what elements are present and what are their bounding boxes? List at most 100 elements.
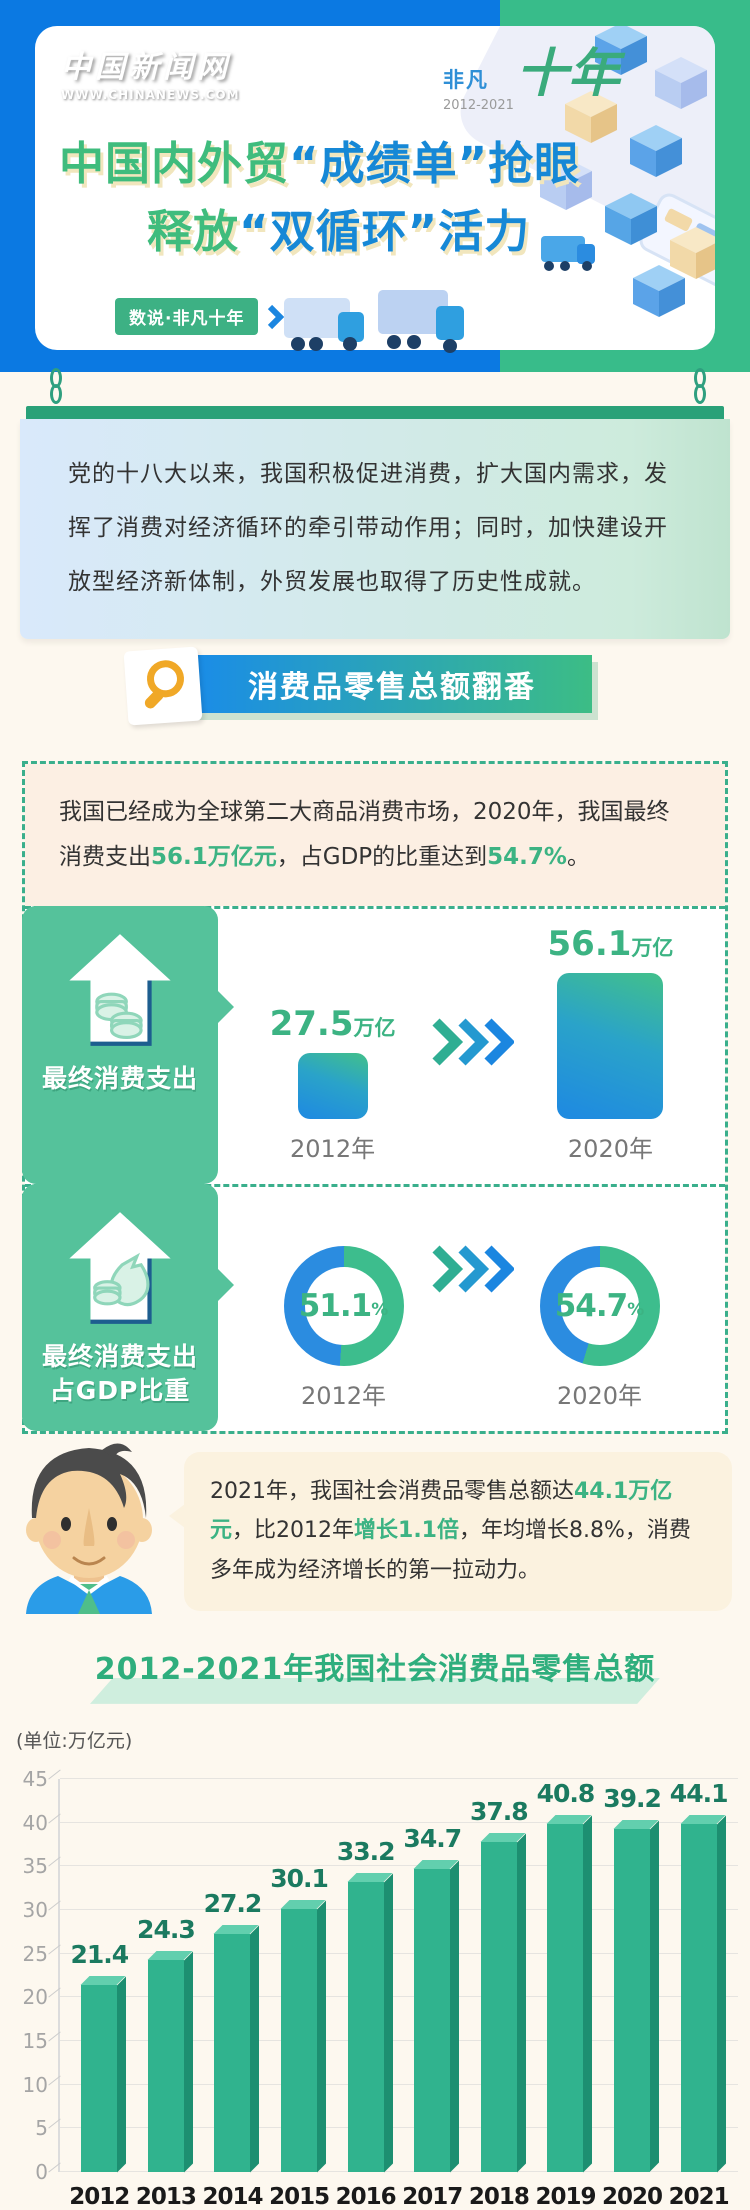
grid-line (60, 2083, 738, 2085)
expert-quote-section: 2021年，我国社会消费品零售总额达44.1万亿元，比2012年增长1.1倍，年… (10, 1438, 736, 1614)
chain-icon (694, 368, 708, 410)
bar-value-label: 37.8 (470, 1796, 529, 1826)
axis-tick (48, 1769, 61, 1780)
bar-column: 33.2 2016 (336, 1779, 397, 2210)
x-axis-label: 2014 (202, 2183, 263, 2210)
x-axis-label: 2019 (535, 2183, 596, 2210)
bar-column: 39.2 2020 (602, 1779, 663, 2209)
y-axis-label: 25 (22, 1941, 48, 1966)
bar (281, 1908, 318, 2172)
lead-highlight-spending: 56.1万亿元 (151, 843, 277, 870)
bar-column: 27.2 2014 (202, 1779, 263, 2210)
decade-label-shinian: 十年 (515, 43, 620, 104)
grid-line (60, 2039, 738, 2041)
bar-value-label: 39.2 (603, 1784, 662, 1814)
bar-column: 30.1 2015 (269, 1779, 330, 2210)
bar-column: 21.4 2012 (69, 1779, 130, 2210)
stat-label-gdp: 最终消费支出 占GDP比重 (41, 1341, 198, 1405)
stat-2020-spending: 56.1万亿 2020年 (548, 927, 674, 1164)
lead-text: 我国已经成为全球第二大商品消费市场，2020年，我国最终消费支出 (59, 799, 670, 870)
bar-column: 37.8 2018 (469, 1779, 530, 2210)
bar-value-label: 27.2 (203, 1889, 263, 1919)
bar (147, 1959, 184, 2172)
bar (614, 1829, 651, 2172)
stat-2012-spending: 27.5万亿 2012年 (270, 1007, 396, 1164)
quote-text: ，比2012年 (232, 1518, 355, 1544)
stat-content-spending: 27.5万亿 2012年 56.1万亿 2020年 (218, 909, 725, 1184)
grid-line (60, 2170, 738, 2172)
donut-chart-2012: 51.1% (283, 1245, 404, 1366)
truck-icon (541, 236, 595, 271)
y-axis-label: 40 (22, 1810, 48, 1835)
lead-text: ，占GDP的比重达到 (276, 843, 488, 870)
x-axis-label: 2015 (269, 2183, 330, 2210)
x-axis-label: 2020 (602, 2183, 663, 2210)
stat-sidebar-gdp: 最终消费支出 占GDP比重 (22, 1183, 234, 1431)
grid-line (60, 1996, 738, 1998)
decade-logo: 非凡 2012-2021 十年 (443, 43, 620, 114)
bar-value-label: 30.1 (270, 1863, 329, 1893)
bar-column: 44.1 2021 (669, 1779, 730, 2210)
grid-line (60, 1821, 738, 1823)
year-label-2012: 2012年 (290, 1134, 376, 1163)
board-top-bevel (26, 406, 724, 419)
chinanews-logo: 中国新闻网 WWW.CHINANEWS.COM (61, 42, 240, 102)
donut-2012: 51.1% 2012年 (283, 1245, 404, 1411)
hanging-chains (0, 368, 750, 406)
axis-tick (48, 1900, 61, 1911)
y-axis-label: 5 (35, 2116, 48, 2141)
y-axis-label: 0 (35, 2159, 48, 2184)
grid-line (60, 1952, 738, 1954)
bar-column: 24.3 2013 (136, 1779, 197, 2210)
x-axis-label: 2016 (335, 2183, 397, 2210)
bar (214, 1934, 251, 2172)
quote-highlight-total: 44.1万亿元 (210, 1478, 673, 1544)
axis-tick (48, 1987, 61, 1998)
bar-value-label: 21.4 (70, 1939, 129, 1969)
board-body: 党的十八大以来，我国积极促进消费，扩大国内需求，发挥了消费对经济循环的牵引带动作… (20, 419, 730, 640)
chart-title-block: 2012-2021年我国社会消费品零售总额 (0, 1644, 750, 1704)
intro-text: 党的十八大以来，我国积极促进消费，扩大国内需求，发挥了消费对经济循环的牵引带动作… (68, 461, 668, 596)
magnifier-box (123, 646, 203, 726)
grid-line (60, 1777, 738, 1779)
grid-line (60, 2127, 738, 2129)
donut-chart-2020: 54.7% (539, 1245, 660, 1366)
y-axis-label: 20 (22, 1985, 48, 2010)
header-card: 中国新闻网 WWW.CHINANEWS.COM 非凡 2012-2021 十年 … (35, 26, 715, 350)
bar (347, 1881, 384, 2172)
title-line-2: 释放“双循环”活力 (147, 204, 531, 258)
y-axis-label: 10 (22, 2072, 48, 2097)
bar (480, 1841, 517, 2172)
donut-2020: 54.7% 2020年 (539, 1245, 660, 1411)
chain-icon (50, 368, 64, 410)
bar-value-label: 24.3 (137, 1914, 196, 1944)
stat-content-gdp: 51.1% 2012年 54.7% 2020年 (218, 1187, 725, 1431)
quote-text: 2021年，我国社会消费品零售总额达 (210, 1478, 574, 1504)
bar-value-label: 33.2 (336, 1836, 396, 1866)
quote-highlight-growth: 增长1.1倍 (354, 1518, 459, 1544)
axis-tick (48, 2074, 61, 2086)
triple-chevron-icon (431, 1245, 514, 1293)
chart-title-band (90, 1677, 660, 1704)
y-axis-label: 35 (22, 1854, 48, 1879)
logo-title: 中国新闻网 (61, 50, 231, 85)
container-cube (595, 26, 647, 75)
lead-text: 。 (566, 843, 590, 870)
page-title: 中国内外贸“成绩单”抢眼 释放“双循环”活力 (59, 130, 580, 265)
stat-row-spending: 最终消费支出 27.5万亿 2012年 56.1万亿 2020年 (22, 905, 725, 1184)
stat-row-gdp-share: 最终消费支出 占GDP比重 51.1% 2012年 54.7% 20 (22, 1183, 725, 1431)
axis-tick (48, 1943, 61, 1955)
bar (547, 1823, 584, 2172)
axis-tick (48, 2031, 61, 2042)
x-axis-label: 2017 (402, 2183, 463, 2210)
bar (414, 1868, 451, 2172)
section-title: 消费品零售总额翻番 (248, 670, 536, 706)
chart-title: 2012-2021年我国社会消费品零售总额 (94, 1651, 656, 1687)
section-title-banner: 消费品零售总额翻番 (192, 655, 592, 714)
header-banner: 中国新闻网 WWW.CHINANEWS.COM 非凡 2012-2021 十年 … (0, 0, 750, 372)
intro-board: 党的十八大以来，我国积极促进消费，扩大国内需求，发挥了消费对经济循环的牵引带动作… (20, 406, 730, 640)
x-axis-label: 2012 (69, 2183, 130, 2210)
x-axis-label: 2018 (468, 2183, 530, 2210)
triple-chevron-icon (431, 1018, 514, 1066)
